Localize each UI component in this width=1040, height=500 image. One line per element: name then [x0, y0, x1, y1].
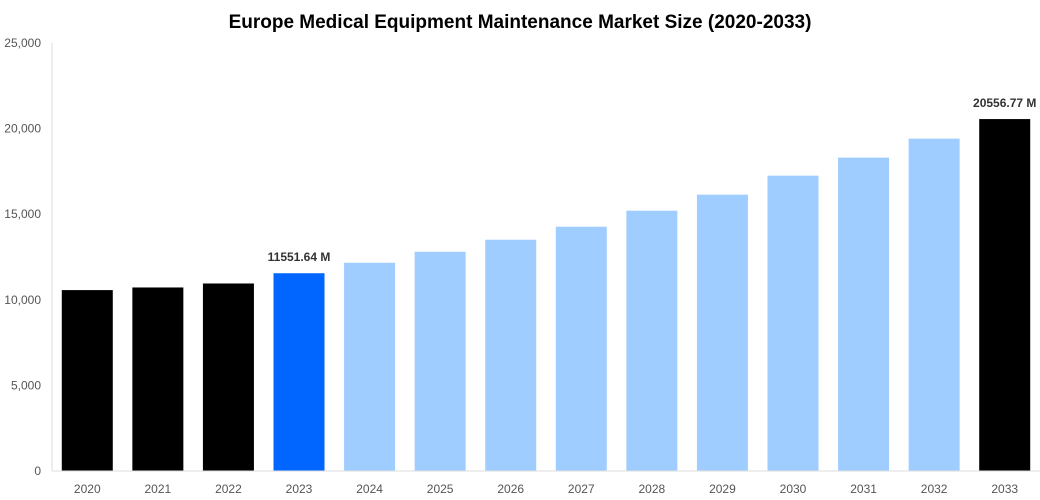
- x-tick-label: 2021: [145, 482, 172, 496]
- y-tick-label: 15,000: [4, 207, 41, 221]
- x-tick-label: 2032: [921, 482, 948, 496]
- bar-2027: [555, 226, 607, 471]
- y-tick-label: 25,000: [4, 36, 41, 50]
- x-tick-label: 2026: [497, 482, 524, 496]
- y-tick-label: 10,000: [4, 293, 41, 307]
- bar-2023: [273, 273, 325, 471]
- bar-2032: [908, 138, 960, 471]
- bar-2031: [838, 157, 890, 472]
- x-axis: 2020 2021 2022 2023 2024 2025 2026 2027 2028 2029…: [52, 470, 1040, 496]
- bar-2029: [696, 194, 748, 471]
- bar-2025: [414, 251, 466, 471]
- y-tick-label: 20,000: [4, 122, 41, 136]
- bar-2022: [202, 283, 254, 471]
- data-label: 11551.64 M: [268, 250, 331, 264]
- x-tick-label: 2028: [639, 482, 666, 496]
- bar-2026: [485, 239, 537, 471]
- x-tick-label: 2027: [568, 482, 595, 496]
- bar-2030: [767, 175, 819, 471]
- x-tick-label: 2029: [709, 482, 736, 496]
- bars: 11551.64 M 20556.77 M: [61, 96, 1036, 472]
- y-tick-label: 5,000: [11, 378, 41, 392]
- bar-2020: [61, 290, 113, 471]
- x-tick-label: 2031: [850, 482, 877, 496]
- chart-title: Europe Medical Equipment Maintenance Mar…: [229, 12, 812, 33]
- x-tick-label: 2030: [780, 482, 807, 496]
- x-tick-label: 2023: [286, 482, 313, 496]
- bar-2033: [979, 119, 1031, 471]
- y-tick-label: 0: [34, 464, 41, 478]
- bar-2028: [626, 210, 678, 471]
- y-axis: 0 5,000 10,000 15,000 20,000 25,000: [4, 36, 53, 478]
- x-tick-label: 2033: [991, 482, 1018, 496]
- x-tick-label: 2025: [427, 482, 454, 496]
- x-tick-label: 2024: [356, 482, 383, 496]
- x-tick-label: 2020: [74, 482, 101, 496]
- bar-2021: [132, 287, 184, 471]
- bar-2024: [344, 262, 396, 471]
- data-label: 20556.77 M: [973, 96, 1036, 110]
- x-tick-label: 2022: [215, 482, 242, 496]
